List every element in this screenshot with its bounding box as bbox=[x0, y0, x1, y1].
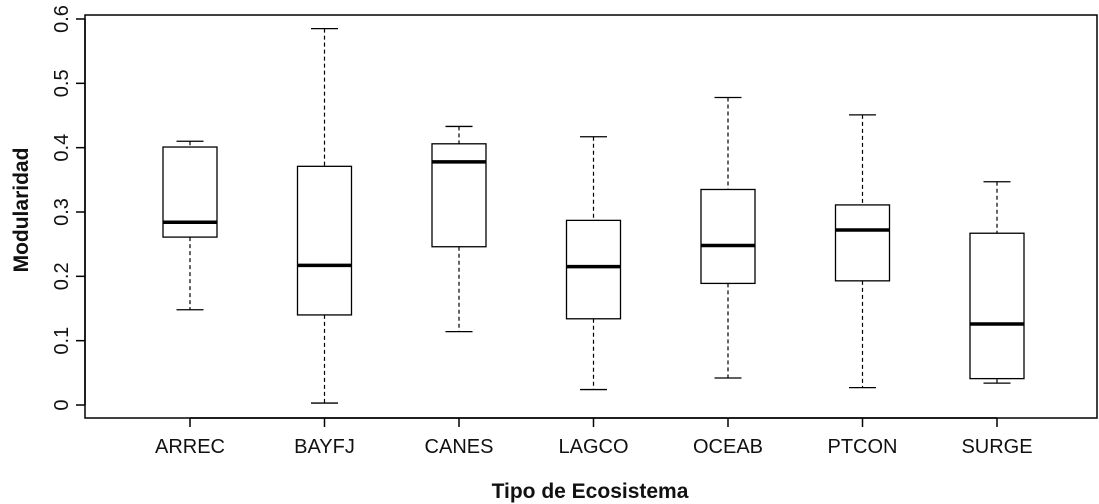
y-tick-label: 0 bbox=[51, 399, 73, 410]
iqr-box bbox=[431, 143, 487, 248]
iqr-box bbox=[700, 188, 756, 285]
box-oceab bbox=[700, 96, 756, 379]
y-tick-label: 0.2 bbox=[51, 262, 73, 290]
box-canes bbox=[431, 125, 487, 333]
y-axis: 0 0.1 0.2 0.3 0.4 0.5 0.6 bbox=[51, 5, 86, 411]
x-tick-label-arrec: ARREC bbox=[155, 436, 225, 458]
y-axis-title: Modularidad bbox=[10, 148, 33, 273]
iqr-box bbox=[969, 232, 1025, 380]
y-tick-label: 0.1 bbox=[51, 327, 73, 355]
x-tick-label-ptcon: PTCON bbox=[828, 436, 898, 458]
x-tick-label-bayfj: BAYFJ bbox=[294, 436, 355, 458]
plot-frame bbox=[84, 14, 1098, 419]
y-tick-label: 0.5 bbox=[51, 69, 73, 97]
box-bayfj bbox=[296, 27, 353, 404]
x-tick-label-lagco: LAGCO bbox=[558, 436, 628, 458]
box-series bbox=[162, 27, 1025, 404]
box-arrec bbox=[162, 140, 218, 311]
box-ptcon bbox=[834, 114, 891, 389]
y-tick-label: 0.3 bbox=[51, 198, 73, 226]
iqr-box bbox=[834, 204, 891, 282]
box-lagco bbox=[565, 136, 622, 391]
iqr-box bbox=[565, 219, 622, 320]
y-tick-label: 0.6 bbox=[51, 5, 73, 33]
x-axis-title: Tipo de Ecosistema bbox=[492, 480, 689, 503]
y-tick-label: 0.4 bbox=[51, 134, 73, 162]
x-axis: ARREC BAYFJ CANES LAGCO OCEAB PTCON SURGE bbox=[155, 417, 1033, 458]
x-tick-label-oceab: OCEAB bbox=[693, 436, 763, 458]
x-tick-label-surge: SURGE bbox=[961, 436, 1032, 458]
iqr-box bbox=[296, 165, 353, 316]
box-surge bbox=[969, 181, 1025, 384]
x-tick-label-canes: CANES bbox=[425, 436, 494, 458]
